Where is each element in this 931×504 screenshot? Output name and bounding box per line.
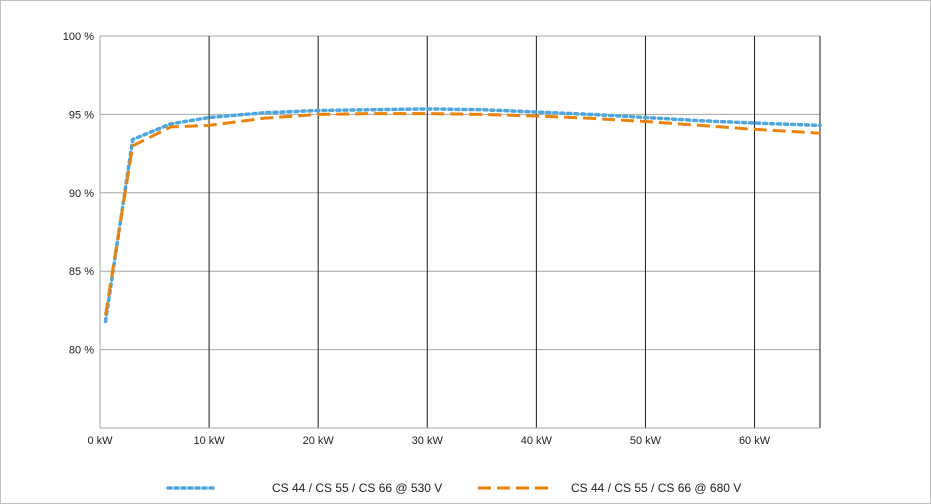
y-tick-label: 95 % bbox=[69, 109, 94, 121]
y-tick-label: 85 % bbox=[69, 266, 94, 278]
x-tick-label: 0 kW bbox=[87, 435, 113, 447]
x-tick-label: 20 kW bbox=[303, 435, 335, 447]
y-tick-label: 100 % bbox=[63, 31, 94, 43]
y-tick-label: 80 % bbox=[69, 345, 94, 357]
grid-layer bbox=[100, 35, 821, 428]
y-tick-label: 90 % bbox=[69, 188, 94, 200]
axis-layer bbox=[99, 36, 820, 429]
legend-label-1: CS 44 / CS 55 / CS 66 @ 530 V bbox=[272, 481, 442, 495]
series-layer bbox=[103, 107, 822, 324]
tick-labels: 80 % 85 % 90 % 95 % 100 % 0 kW 10 kW 20 kW 30 kW… bbox=[63, 31, 771, 447]
x-tick-label: 60 kW bbox=[739, 435, 771, 447]
series-line-1 bbox=[103, 107, 822, 324]
legend-label-2: CS 44 / CS 55 / CS 66 @ 680 V bbox=[571, 481, 741, 495]
x-tick-label: 30 kW bbox=[412, 435, 444, 447]
x-tick-label: 10 kW bbox=[193, 435, 225, 447]
series-line-2 bbox=[104, 112, 821, 316]
x-tick-label: 50 kW bbox=[630, 435, 662, 447]
legend: CS 44 / CS 55 / CS 66 @ 530 V CS 44 / CS … bbox=[166, 481, 741, 495]
x-tick-label: 40 kW bbox=[521, 435, 553, 447]
